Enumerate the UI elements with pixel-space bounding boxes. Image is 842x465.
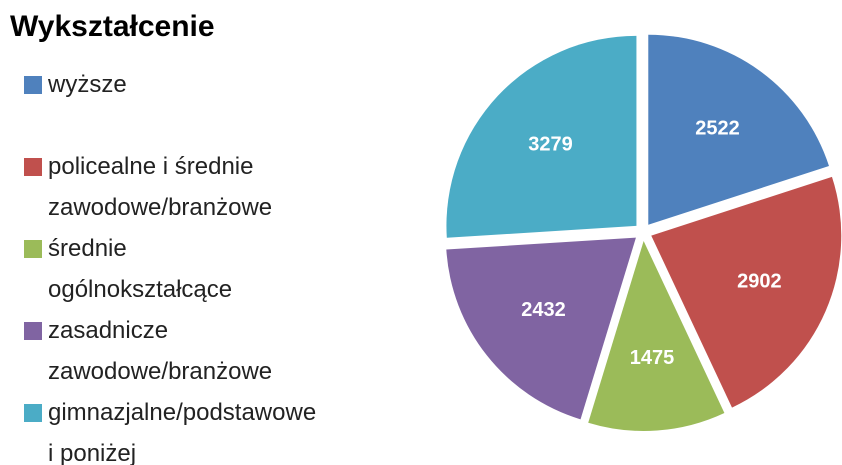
legend-label: zasadnicze zawodowe/branżowe <box>48 317 273 385</box>
legend-label: gimnazjalne/podstawowe i poniżej <box>48 399 317 465</box>
legend-label: policealne i średnie zawodowe/branżowe <box>48 153 273 221</box>
pie-slice <box>588 240 725 431</box>
data-label: 2432 <box>521 299 566 321</box>
legend-swatch <box>24 322 42 340</box>
legend-entry: średnie ogólnokształcące <box>24 228 274 310</box>
legend-swatch <box>24 158 42 176</box>
legend-entry: gimnazjalne/podstawowe i poniżej <box>24 392 316 465</box>
data-label: 1475 <box>630 347 675 369</box>
data-label: 2522 <box>695 118 740 140</box>
pie-slice <box>446 237 636 420</box>
pie-slice <box>651 176 842 408</box>
legend-entry: zasadnicze zawodowe/branżowe <box>24 310 274 392</box>
legend-label: średnie ogólnokształcące <box>48 235 233 303</box>
legend-entry: wyższe <box>24 64 274 146</box>
legend-swatch <box>24 76 42 94</box>
legend-entry: policealne i średnie zawodowe/branżowe <box>24 146 274 228</box>
pie-slice <box>648 34 829 225</box>
legend-label: wyższe <box>48 71 127 98</box>
legend-swatch <box>24 240 42 258</box>
data-label: 3279 <box>528 133 573 155</box>
legend-swatch <box>24 404 42 422</box>
legend: wyższe policealne i średnie zawodowe/bran… <box>24 64 316 465</box>
pie-slice <box>446 35 637 238</box>
data-label: 2902 <box>737 271 782 293</box>
chart-title: Wykształcenie <box>10 10 215 43</box>
